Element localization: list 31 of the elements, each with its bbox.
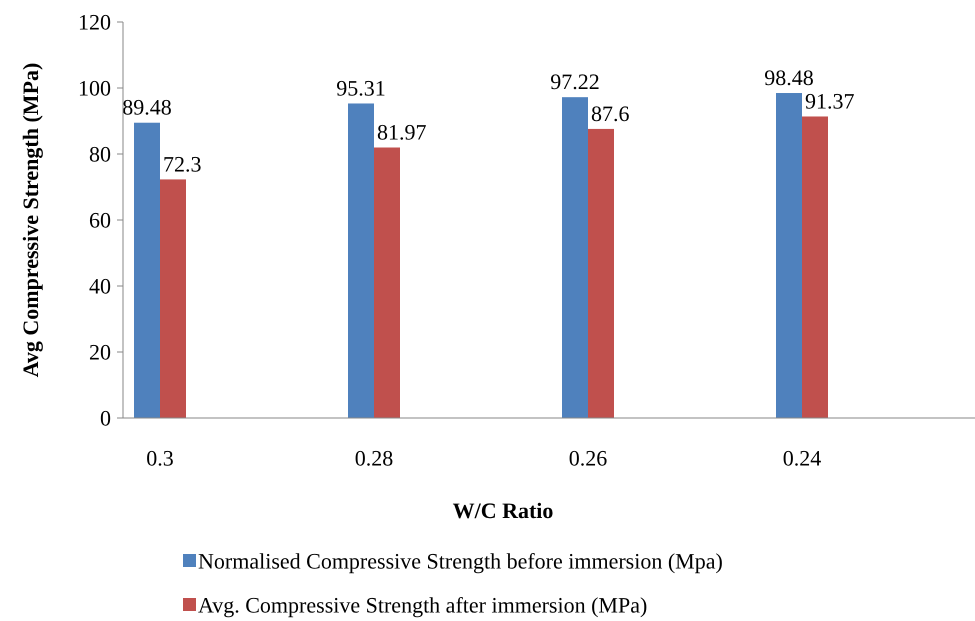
legend-label: Normalised Compressive Strength before immersion (Mpa) (198, 548, 723, 574)
bar (348, 103, 374, 418)
data-label: 72.3 (163, 151, 202, 176)
bar (160, 179, 186, 418)
bar (562, 97, 588, 418)
data-label: 95.31 (336, 75, 386, 100)
data-label: 97.22 (550, 69, 600, 94)
data-label: 98.48 (764, 65, 814, 90)
bar (134, 122, 160, 418)
y-tick-label: 40 (89, 274, 111, 299)
y-tick-label: 80 (89, 142, 111, 167)
x-tick-label: 0.24 (782, 446, 822, 471)
data-label: 91.37 (805, 88, 854, 114)
x-tick-label: 0.26 (568, 446, 608, 471)
data-label: 89.48 (122, 94, 172, 120)
bar (374, 148, 400, 418)
bar (802, 116, 828, 418)
x-tick-label: 0.3 (146, 446, 174, 471)
legend-label: Avg. Compressive Strength after immersion (MPa) (198, 592, 648, 618)
y-tick-label: 120 (78, 10, 111, 35)
bar (776, 93, 802, 418)
x-tick-label: 0.28 (354, 446, 394, 471)
y-tick-label: 60 (89, 208, 111, 233)
x-axis-title: W/C Ratio (452, 498, 554, 523)
y-tick-label: 0 (100, 406, 111, 431)
data-label: 87.6 (591, 100, 630, 126)
y-tick-label: 20 (89, 340, 111, 365)
bar (588, 128, 614, 418)
y-axis-title: Avg Compressive Strength (MPa) (18, 62, 43, 378)
data-label: 81.97 (377, 120, 426, 144)
y-tick-label: 100 (78, 76, 111, 101)
